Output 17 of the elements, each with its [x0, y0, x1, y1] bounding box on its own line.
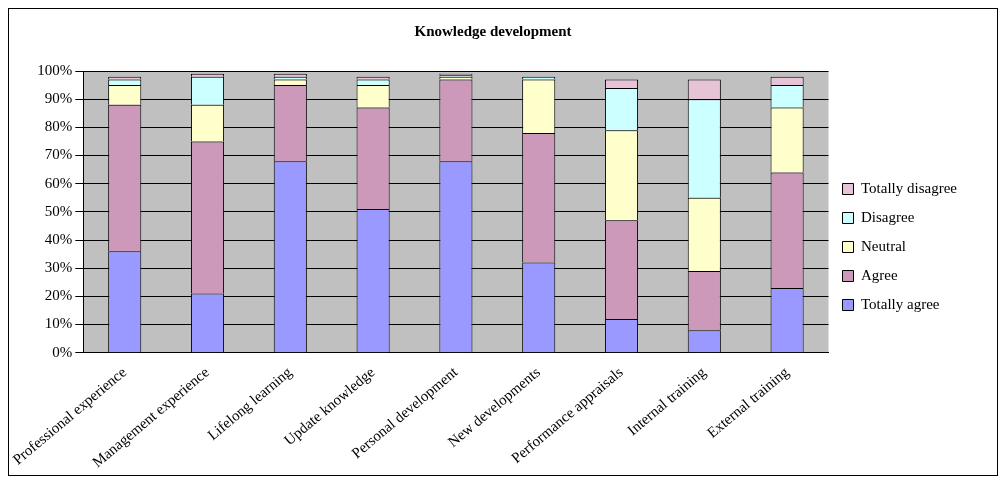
legend-label: Totally agree	[861, 295, 940, 312]
y-tick-label: 90%	[44, 90, 73, 107]
y-tick-label: 100%	[37, 61, 73, 78]
chart-title: Knowledge development	[414, 22, 572, 39]
y-tick-label: 10%	[44, 315, 73, 332]
y-tick-label: 0%	[52, 343, 73, 360]
y-tick-label: 30%	[44, 259, 73, 276]
legend-label: Neutral	[861, 237, 906, 254]
y-tick-label: 70%	[44, 146, 73, 163]
y-tick-label: 50%	[44, 202, 73, 219]
legend-label: Disagree	[861, 208, 915, 225]
legend-label: Totally disagree	[861, 179, 958, 196]
legend-label: Agree	[861, 266, 898, 283]
y-tick-label: 60%	[44, 174, 73, 191]
y-tick-label: 20%	[44, 287, 73, 304]
y-tick-label: 80%	[44, 118, 73, 135]
y-tick-label: 40%	[44, 230, 73, 247]
